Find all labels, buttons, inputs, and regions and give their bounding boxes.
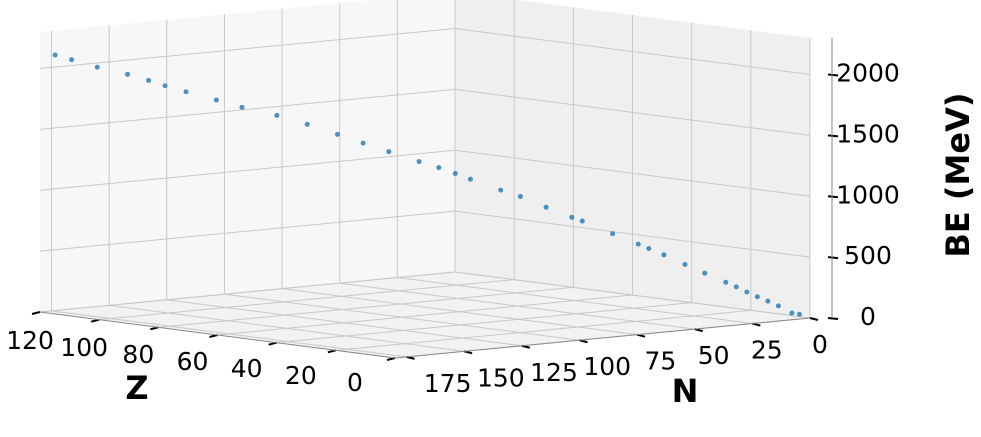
grid-line (109, 304, 465, 352)
point (579, 218, 585, 224)
point (754, 294, 760, 300)
point (183, 89, 189, 95)
tick-mark (386, 357, 396, 361)
z-axis-title: BE (MeV) (939, 93, 977, 258)
point (702, 270, 708, 276)
y-tick-label: 175 (424, 369, 472, 398)
point (94, 64, 100, 70)
point (635, 241, 641, 247)
point (162, 83, 168, 89)
point (682, 261, 688, 267)
x-tick-label: 80 (122, 340, 154, 369)
grid-line (454, 88, 811, 136)
panes (39, 0, 811, 359)
y-tick-label: 25 (751, 336, 783, 365)
point (789, 310, 795, 316)
point (213, 97, 219, 103)
left-pane (40, 0, 455, 312)
axis-line (39, 311, 396, 359)
point (360, 140, 366, 146)
point (334, 131, 340, 137)
grid-line (454, 149, 811, 197)
point (646, 245, 652, 251)
grid-line (339, 282, 695, 330)
point (69, 57, 75, 63)
point (661, 252, 667, 258)
y-tick-label: 125 (530, 358, 578, 387)
grid-line (454, 210, 811, 258)
grid-line (454, 271, 811, 319)
tick-mark (209, 334, 218, 338)
grid-line (51, 310, 407, 358)
tick-mark (827, 317, 839, 320)
tick-mark (827, 134, 839, 138)
z-tick-label: 0 (860, 302, 876, 331)
z-tick-label: 1500 (836, 119, 900, 148)
point (386, 149, 392, 155)
y-tick-label: 0 (812, 330, 828, 359)
point (796, 311, 802, 317)
z-tick-label: 500 (844, 241, 892, 270)
point (467, 176, 473, 182)
grid-line (166, 299, 522, 347)
point (498, 187, 504, 193)
point (543, 204, 549, 210)
point (416, 159, 422, 165)
y-tick-label: 75 (645, 347, 677, 376)
point (274, 112, 280, 118)
x-tick-label: 0 (347, 368, 363, 397)
point (146, 77, 152, 83)
y-tick-label: 100 (583, 352, 631, 381)
x-tick-label: 120 (6, 326, 54, 355)
grid-line (282, 288, 638, 336)
axis-line (394, 317, 811, 359)
x-tick-label: 40 (231, 354, 263, 383)
grid-line (39, 28, 456, 70)
tick-mark (827, 256, 839, 260)
point (436, 165, 442, 171)
x-tick-label: 100 (60, 333, 108, 362)
point (765, 298, 771, 304)
tick-mark (327, 349, 337, 354)
grid-line (39, 271, 456, 313)
point (304, 121, 310, 127)
z-tick-label: 2000 (836, 59, 900, 88)
tick-mark (31, 311, 41, 315)
y-tick-label: 150 (477, 363, 525, 392)
tick-mark (827, 73, 839, 77)
point (52, 52, 58, 58)
point (239, 104, 245, 110)
tick-mark (827, 195, 839, 199)
x-tick-label: 20 (285, 361, 317, 390)
grid-line (397, 277, 753, 325)
y-tick-label: 50 (698, 341, 730, 370)
x-tick-label: 60 (177, 347, 209, 376)
point (517, 193, 523, 199)
point (610, 231, 616, 237)
point (569, 214, 575, 220)
point (125, 71, 131, 77)
tick-mark (150, 326, 159, 331)
tick-mark (90, 318, 100, 323)
tick-mark (809, 317, 819, 321)
point (723, 279, 729, 285)
z-tick-label: 1000 (836, 180, 900, 209)
y-axis-title: N (672, 372, 699, 410)
x-axis-title: Z (125, 369, 148, 407)
point (733, 284, 739, 290)
point (744, 289, 750, 295)
point (775, 303, 781, 309)
grid-line (39, 88, 456, 130)
grid-line (454, 28, 811, 76)
grid-line (224, 293, 580, 341)
point (452, 171, 458, 177)
tick-mark (268, 341, 277, 346)
grid-line (39, 149, 456, 191)
grid-line (39, 210, 456, 252)
